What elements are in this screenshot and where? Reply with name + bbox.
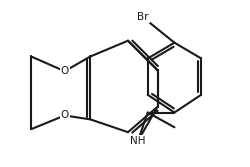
Text: O: O xyxy=(60,110,69,120)
Text: O: O xyxy=(60,66,69,76)
Text: Br: Br xyxy=(137,12,148,22)
Text: NH: NH xyxy=(130,136,146,146)
